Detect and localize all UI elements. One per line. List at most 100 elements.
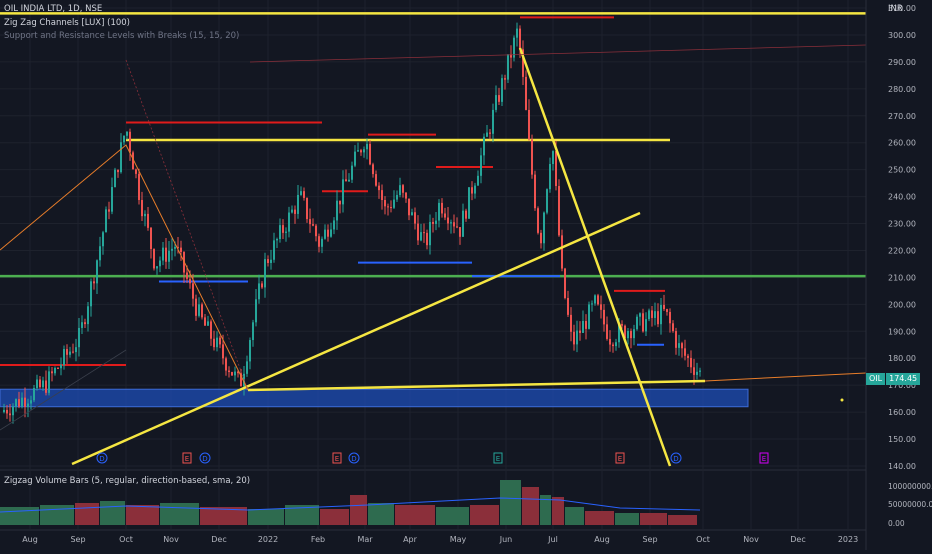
- indicator-zigzag-label[interactable]: Zig Zag Channels [LUX] (100): [4, 18, 130, 28]
- candle-body: [282, 225, 284, 233]
- candle-body: [462, 210, 464, 237]
- candle-body: [684, 348, 686, 356]
- dividend-marker: [348, 452, 360, 464]
- candle-body: [402, 185, 404, 193]
- volume-bar: [395, 505, 435, 525]
- candle-body: [579, 330, 581, 333]
- candle-body: [150, 227, 152, 250]
- candle-body: [216, 337, 218, 348]
- candle-body: [255, 299, 257, 323]
- candle-body: [537, 208, 539, 233]
- y-tick-label: 290.00: [888, 58, 916, 67]
- candle-body: [384, 200, 386, 207]
- candle-body: [285, 231, 287, 233]
- candle-body: [564, 268, 566, 298]
- candle-body: [99, 246, 101, 261]
- candles: [3, 22, 701, 424]
- volume-bar: [0, 507, 39, 525]
- candle-body: [399, 185, 401, 196]
- candle-body: [495, 95, 497, 110]
- candle-body: [480, 155, 482, 176]
- candle-body: [333, 220, 335, 230]
- volume-tick-label: 100000000.00: [888, 482, 932, 491]
- event-marker-label: E: [618, 455, 622, 463]
- candle-body: [609, 338, 611, 345]
- y-tick-label: 310.00: [888, 4, 916, 13]
- dividend-marker: [96, 452, 108, 464]
- candle-body: [237, 371, 239, 374]
- candle-body: [42, 380, 44, 388]
- indicator-sr-label[interactable]: Support and Resistance Levels with Break…: [4, 31, 240, 41]
- candle-body: [525, 76, 527, 110]
- candle-body: [666, 309, 668, 312]
- volume-bar: [75, 503, 99, 525]
- candle-body: [465, 210, 467, 219]
- candle-body: [474, 185, 476, 194]
- support-zone: [0, 388, 749, 408]
- candle-body: [270, 259, 272, 263]
- zigzag-channel-top: [249, 44, 867, 63]
- candle-body: [693, 367, 695, 375]
- candle-body: [96, 260, 98, 284]
- candle-body: [387, 206, 389, 208]
- candle-body: [300, 191, 302, 195]
- volume-bar: [350, 495, 367, 525]
- candle-body: [507, 54, 509, 80]
- candle-body: [126, 131, 128, 136]
- candle-body: [648, 310, 650, 320]
- candle-body: [414, 212, 416, 224]
- candle-body: [345, 179, 347, 182]
- candle-body: [195, 298, 197, 316]
- candle-body: [207, 321, 209, 326]
- candle-body: [30, 400, 32, 404]
- candle-body: [111, 187, 113, 212]
- candle-body: [201, 304, 203, 318]
- candle-body: [117, 169, 119, 173]
- candle-body: [432, 221, 434, 224]
- candle-body: [357, 150, 359, 152]
- candle-body: [360, 150, 362, 153]
- symbol-title[interactable]: OIL INDIA LTD, 1D, NSE: [4, 4, 103, 14]
- y-tick-label: 270.00: [888, 112, 916, 121]
- candle-body: [63, 349, 65, 365]
- candle-body: [162, 247, 164, 261]
- candle-body: [363, 149, 365, 153]
- trendlines: [0, 44, 867, 467]
- candle-body: [366, 143, 368, 150]
- candle-body: [405, 192, 407, 199]
- candle-body: [672, 323, 674, 332]
- candle-body: [498, 95, 500, 102]
- candle-body: [381, 190, 383, 201]
- candle-body: [603, 309, 605, 325]
- volume-bar: [160, 503, 199, 525]
- candle-body: [621, 324, 623, 326]
- candle-body: [222, 344, 224, 359]
- candle-body: [135, 169, 137, 174]
- candle-body: [669, 311, 671, 324]
- trendline-base: [247, 379, 706, 392]
- volume-bar: [565, 507, 584, 525]
- candle-body: [264, 259, 266, 288]
- candle-body: [105, 209, 107, 233]
- event-marker-label: E: [335, 455, 339, 463]
- volume-indicator-label[interactable]: Zigzag Volume Bars (5, regular, directio…: [4, 476, 251, 486]
- candle-body: [354, 151, 356, 166]
- candle-body: [18, 399, 20, 407]
- volume-bar: [368, 503, 394, 525]
- candle-body: [681, 343, 683, 349]
- candle-body: [330, 229, 332, 237]
- zigzag-extension: [704, 372, 867, 382]
- candle-body: [120, 142, 122, 173]
- candle-body: [87, 306, 89, 325]
- zigzag-channel-upper: [125, 59, 249, 391]
- candle-body: [57, 368, 59, 370]
- event-marker-label: D: [673, 455, 678, 463]
- candle-body: [33, 388, 35, 401]
- candle-body: [594, 295, 596, 304]
- volume-sma: [0, 497, 701, 513]
- candle-body: [303, 191, 305, 198]
- candle-body: [228, 370, 230, 373]
- volume-bar: [200, 507, 247, 525]
- dividend-marker: [199, 452, 211, 464]
